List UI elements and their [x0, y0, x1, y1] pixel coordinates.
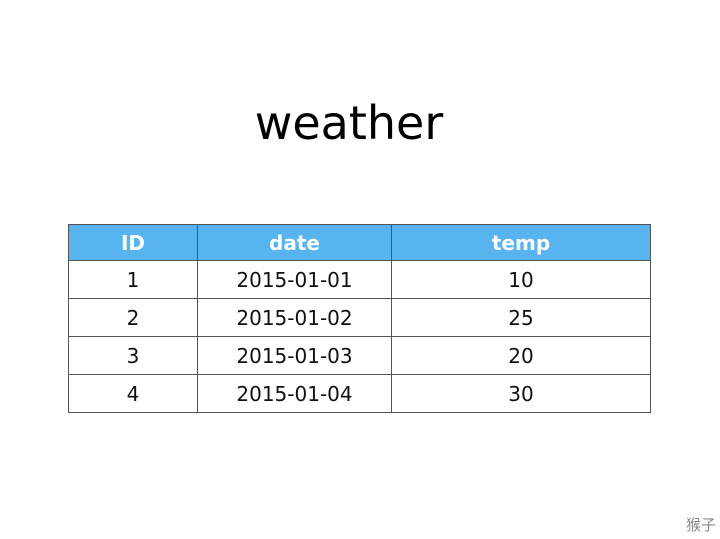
cell-date: 2015-01-01 — [197, 260, 392, 299]
cell-date: 2015-01-02 — [197, 298, 392, 337]
table-row: 2 2015-01-02 25 — [68, 298, 651, 337]
cell-temp: 10 — [391, 260, 651, 299]
cell-date: 2015-01-04 — [197, 374, 392, 413]
weather-table: ID date temp 1 2015-01-01 10 2 2015-01-0… — [68, 224, 651, 413]
cell-temp: 20 — [391, 336, 651, 375]
slide-title: weather — [254, 96, 444, 150]
column-header-date: date — [197, 224, 392, 261]
table-row: 1 2015-01-01 10 — [68, 260, 651, 299]
table-row: 4 2015-01-04 30 — [68, 374, 651, 413]
cell-id: 3 — [68, 336, 198, 375]
cell-date: 2015-01-03 — [197, 336, 392, 375]
column-header-temp: temp — [391, 224, 651, 261]
watermark: 猴子 — [685, 516, 716, 534]
cell-temp: 25 — [391, 298, 651, 337]
cell-id: 4 — [68, 374, 198, 413]
cell-id: 1 — [68, 260, 198, 299]
cell-temp: 30 — [391, 374, 651, 413]
cell-id: 2 — [68, 298, 198, 337]
table-row: 3 2015-01-03 20 — [68, 336, 651, 375]
column-header-id: ID — [68, 224, 198, 261]
table-header-row: ID date temp — [68, 224, 651, 261]
